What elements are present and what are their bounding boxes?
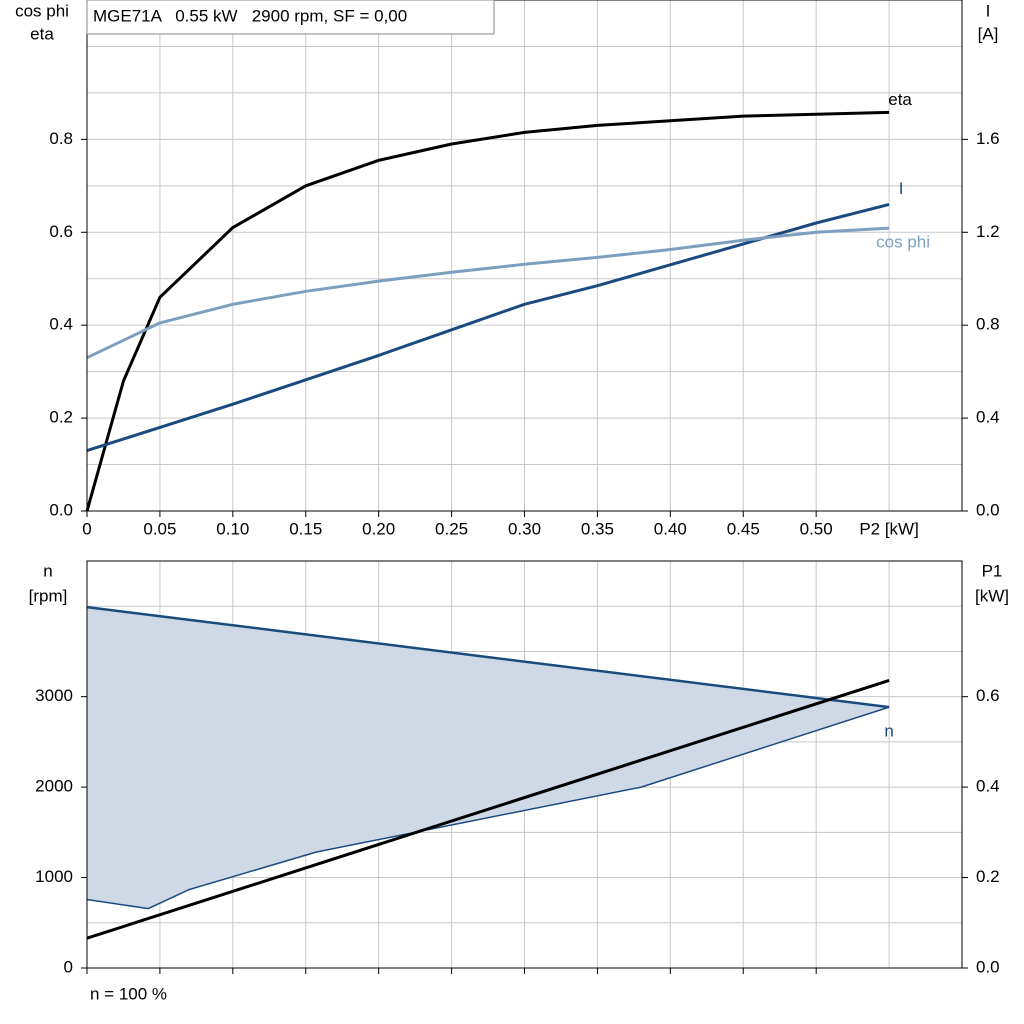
info-box — [86, 0, 495, 35]
x-tick-label: 0.50 — [800, 519, 833, 538]
line — [86, 202, 890, 453]
line — [86, 226, 890, 360]
y2-tick-label: 1.2 — [976, 222, 1000, 241]
series-label: cos phi — [876, 233, 930, 252]
y2-tick-label: 0.6 — [976, 686, 1000, 705]
y2-label: P1 — [982, 561, 1003, 580]
x-tick-label: 0.25 — [435, 519, 468, 538]
y2-tick-label: 0.4 — [976, 777, 1000, 796]
plot-frame — [86, 0, 963, 512]
upper-line — [86, 605, 890, 709]
y-tick-label: 0.2 — [49, 408, 73, 427]
y-tick-label: 0.4 — [49, 315, 73, 334]
y-tick-label: 0.6 — [49, 222, 73, 241]
x-tick-label: 0.45 — [727, 519, 760, 538]
x-tick-label: 0.35 — [581, 519, 614, 538]
x-axis-label: P2 [kW] — [859, 519, 919, 538]
x-tick-label: 0.30 — [508, 519, 541, 538]
y2-tick-label: 0.0 — [976, 957, 1000, 976]
series-label: n — [884, 722, 893, 741]
lower-line — [86, 706, 890, 910]
y-tick-label: 3000 — [35, 686, 73, 705]
y-label: eta — [30, 24, 54, 43]
info-text: MGE71A 0.55 kW 2900 rpm, SF = 0,00 — [93, 6, 407, 25]
y2-tick-label: 1.6 — [976, 129, 1000, 148]
y2-label: I — [986, 1, 991, 20]
y-tick-label: 2000 — [35, 777, 73, 796]
series-label: eta — [888, 90, 912, 109]
line — [85, 110, 890, 512]
x-tick-label: 0 — [82, 519, 91, 538]
y-tick-label: 0.8 — [49, 129, 73, 148]
y2-label: [A] — [978, 24, 999, 43]
y-tick-label: 0.0 — [49, 500, 73, 519]
y2-tick-label: 0.4 — [976, 408, 1000, 427]
series-label: I — [899, 179, 904, 198]
x-tick-label: 0.10 — [216, 519, 249, 538]
y2-tick-label: 0.8 — [976, 315, 1000, 334]
note: n = 100 % — [90, 984, 167, 1003]
range-area — [87, 607, 890, 909]
axis-layer: 0.0 0.2 0.4 0.6 0.8 0.0 0.4 0.8 1.2 1.6 0 0.05 0.10 0… — [35, 0, 1000, 976]
y2-label: [kW] — [975, 586, 1009, 605]
y2-tick-label: 0.2 — [976, 867, 1000, 886]
x-tick-label: 0.05 — [143, 519, 176, 538]
y-tick-label: 0 — [64, 957, 73, 976]
plot-frame — [86, 560, 963, 969]
data-layer — [85, 110, 890, 940]
y2-tick-label: 0.0 — [976, 500, 1000, 519]
line — [86, 678, 890, 940]
y-label: cos phi — [15, 1, 69, 20]
y-tick-label: 1000 — [35, 867, 73, 886]
y-label: [rpm] — [29, 586, 68, 605]
x-tick-label: 0.40 — [654, 519, 687, 538]
y-label: n — [43, 561, 52, 580]
x-tick-label: 0.20 — [362, 519, 395, 538]
x-tick-label: 0.15 — [289, 519, 322, 538]
